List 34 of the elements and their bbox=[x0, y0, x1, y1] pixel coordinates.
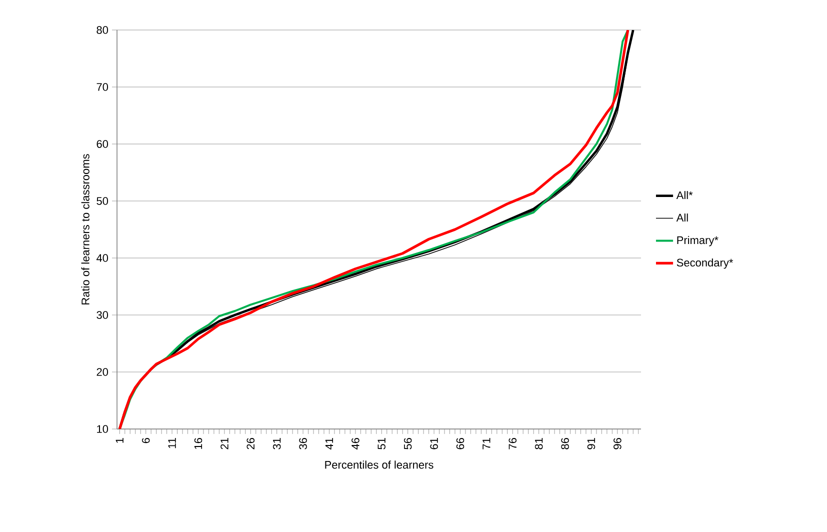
legend-label: Secondary* bbox=[676, 258, 734, 269]
x-tick-label: 61 bbox=[430, 438, 438, 450]
y-axis-title: Ratio of learners to classrooms bbox=[81, 154, 90, 304]
x-tick-label: 86 bbox=[561, 438, 569, 450]
y-tick-label: 70 bbox=[96, 83, 108, 91]
x-tick-label: 1 bbox=[116, 438, 124, 443]
x-tick-label: 31 bbox=[272, 438, 281, 450]
legend-label: All bbox=[676, 214, 688, 222]
y-tick-label: 80 bbox=[96, 26, 108, 34]
x-tick-label: 56 bbox=[404, 438, 412, 450]
x-tick-label: 36 bbox=[299, 438, 307, 450]
y-tick-label: 50 bbox=[96, 197, 108, 205]
x-tick-label: 41 bbox=[325, 438, 334, 450]
y-tick-label: 60 bbox=[96, 140, 108, 148]
x-tick-label: 21 bbox=[220, 438, 228, 450]
legend-label: All* bbox=[676, 191, 693, 200]
x-tick-label: 81 bbox=[534, 438, 543, 450]
x-tick-label: 6 bbox=[142, 438, 150, 444]
y-tick-label: 20 bbox=[96, 368, 108, 376]
x-tick-label: 96 bbox=[614, 438, 622, 450]
x-axis-title: Percentiles of learners bbox=[325, 460, 434, 469]
y-tick-label: 30 bbox=[96, 311, 108, 319]
x-tick-label: 11 bbox=[168, 438, 176, 448]
y-tick-label: 10 bbox=[97, 425, 108, 433]
x-tick-label: 66 bbox=[456, 438, 464, 450]
x-tick-label: 16 bbox=[194, 438, 202, 449]
x-tick-label: 46 bbox=[352, 438, 360, 450]
y-tick-label: 40 bbox=[96, 254, 108, 262]
x-tick-label: 71 bbox=[482, 438, 490, 450]
x-tick-label: 51 bbox=[378, 438, 386, 450]
legend-label: Primary* bbox=[677, 236, 718, 246]
x-tick-label: 26 bbox=[246, 438, 255, 450]
x-tick-label: 91 bbox=[587, 438, 596, 450]
x-tick-label: 76 bbox=[508, 438, 517, 450]
